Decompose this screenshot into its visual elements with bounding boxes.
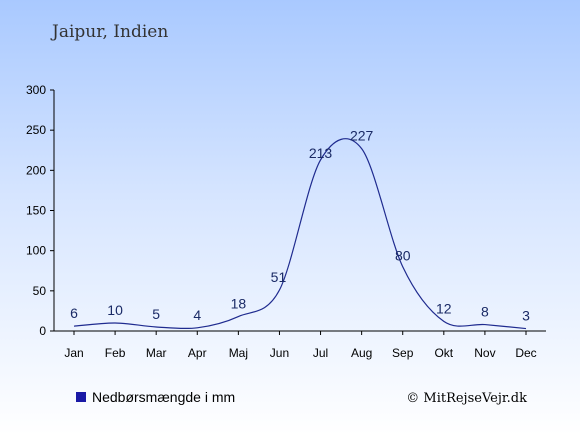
- x-tick-label: Sep: [392, 346, 414, 360]
- y-tick-label: 150: [26, 204, 46, 218]
- data-label: 6: [70, 305, 78, 321]
- data-label: 12: [436, 300, 452, 316]
- data-label: 213: [309, 145, 333, 161]
- data-labels: 6 10 5 4 18 51 213 227 80 12 8 3: [70, 128, 530, 324]
- data-label: 18: [231, 296, 247, 312]
- data-label: 80: [395, 248, 411, 264]
- data-label: 3: [522, 308, 530, 324]
- y-tick-label: 0: [39, 324, 46, 338]
- chart-title: Jaipur, Indien: [50, 22, 168, 42]
- legend-swatch: [76, 392, 86, 402]
- x-tick-label: Jul: [313, 346, 328, 360]
- x-axis: Jan Feb Mar Apr Maj Jun Jul Aug Sep Okt Nov Dec: [54, 330, 546, 360]
- data-label: 4: [193, 307, 201, 323]
- data-label: 5: [152, 306, 160, 322]
- y-tick-label: 250: [26, 123, 46, 137]
- y-tick-label: 100: [26, 244, 46, 258]
- x-tick-label: Apr: [188, 346, 207, 360]
- x-tick-label: Aug: [351, 346, 372, 360]
- legend: Nedbørsmængde i mm: [76, 389, 235, 405]
- series-line-precipitation: [73, 138, 527, 330]
- data-label: 8: [481, 304, 489, 320]
- x-tick-label: Jan: [64, 346, 83, 360]
- x-tick-label: Nov: [474, 346, 495, 360]
- data-label: 10: [107, 302, 123, 318]
- x-tick-label: Maj: [229, 346, 248, 360]
- credit-text: © MitRejseVejr.dk: [406, 391, 527, 406]
- x-tick-label: Mar: [146, 346, 167, 360]
- y-tick-label: 300: [26, 83, 46, 97]
- x-tick-label: Jun: [270, 346, 289, 360]
- legend-label: Nedbørsmængde i mm: [92, 389, 235, 405]
- x-tick-label: Dec: [515, 346, 536, 360]
- y-tick-label: 50: [33, 284, 47, 298]
- data-label: 51: [271, 269, 287, 285]
- x-tick-label: Okt: [434, 346, 453, 360]
- data-label: 227: [350, 128, 374, 144]
- y-tick-label: 200: [26, 163, 46, 177]
- y-axis: 0 50 100 150 200 250 300: [26, 83, 55, 338]
- x-tick-label: Feb: [105, 346, 126, 360]
